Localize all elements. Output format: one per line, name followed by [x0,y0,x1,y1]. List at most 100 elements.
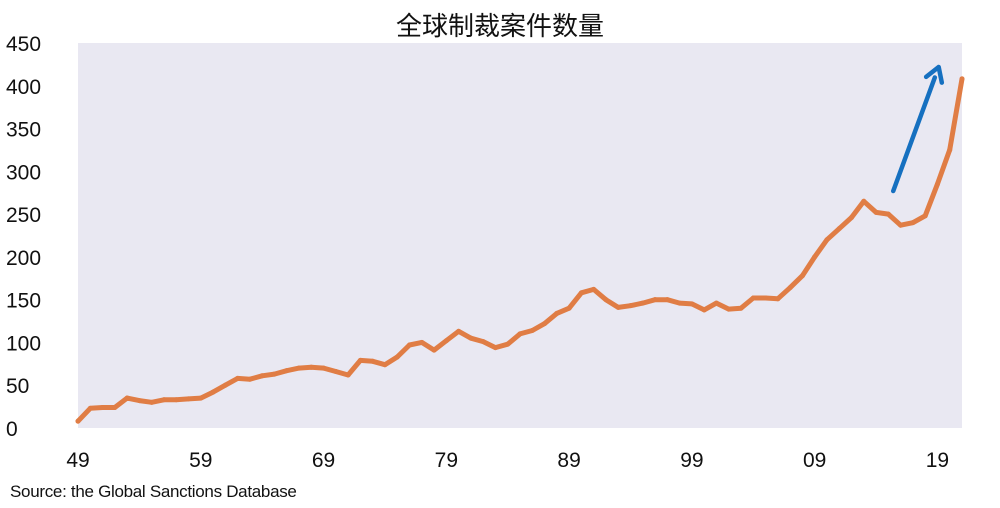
data-point [554,310,560,316]
data-point [566,305,572,311]
data-point [947,147,953,153]
data-point [456,328,462,334]
data-point [578,290,584,296]
data-point [492,345,498,351]
y-axis: 0 50 100 150 200 250 300 350 400 450 [6,33,41,441]
data-point [861,198,867,204]
y-tick-label: 350 [6,119,41,142]
data-point [664,297,670,303]
y-tick-label: 100 [6,332,41,355]
data-point [186,396,191,402]
data-point [222,382,228,388]
data-point [529,327,535,333]
data-point [407,342,412,348]
data-point [173,397,179,403]
data-point [640,300,646,306]
y-tick-label: 50 [6,375,29,398]
data-point [713,300,719,306]
data-point [898,222,904,228]
trend-arrow-shaft [890,75,938,194]
plot-area [78,43,962,428]
y-tick-label: 400 [6,76,41,99]
x-tick-label: 19 [926,449,949,472]
data-point [542,321,548,327]
data-point [836,226,842,232]
data-point [419,339,425,345]
y-tick-label: 300 [6,161,41,184]
data-point [259,373,265,379]
data-point [235,375,241,381]
data-point [136,398,142,404]
chart-title: 全球制裁案件数量 [395,12,604,42]
annotation-layer [890,64,945,194]
data-point [124,395,130,401]
x-tick-label: 79 [435,449,458,472]
x-tick-label: 59 [189,449,212,472]
data-point [812,254,818,260]
data-point [443,338,449,344]
x-axis: 49 59 69 79 89 99 09 19 [66,449,949,472]
data-point [210,389,216,395]
data-point [517,331,523,337]
data-point [701,307,707,313]
data-point [824,237,830,243]
data-point [308,364,314,370]
y-tick-label: 450 [6,33,41,56]
x-tick-label: 89 [557,449,580,472]
data-point [849,215,854,221]
x-tick-label: 09 [803,449,826,472]
line-chart: 0 50 100 150 200 250 300 350 400 450 49 59 69 79 89 99… [6,33,965,472]
y-tick-label: 150 [6,290,41,313]
series-layer [75,76,965,424]
data-point [161,397,167,403]
data-point [480,339,486,345]
data-point [959,76,965,82]
data-point [296,365,302,371]
data-point [333,369,339,375]
data-point [370,358,376,364]
data-point [934,181,940,187]
y-tick-label: 200 [6,247,41,270]
data-point [198,395,204,401]
data-point [247,376,253,382]
data-point [505,341,511,347]
data-point [763,295,769,301]
data-point [321,365,327,371]
data-point [873,209,879,215]
data-point [100,404,106,410]
data-point [382,362,388,368]
data-point [677,300,683,306]
data-point [75,418,81,424]
data-point [284,368,290,374]
data-point [775,296,781,302]
x-tick-label: 49 [66,449,89,472]
data-point [603,297,609,303]
data-point [394,354,400,360]
y-tick-label: 0 [6,418,18,441]
x-tick-label: 69 [312,449,335,472]
data-point [628,303,633,309]
data-point [468,335,474,341]
data-point [750,295,756,301]
source-note: Source: the Global Sanctions Database [10,482,297,501]
data-point [149,399,155,405]
x-tick-label: 99 [680,449,703,472]
data-point [87,405,93,411]
data-point [112,404,118,410]
data-point [738,305,744,311]
data-point [357,357,363,363]
trend-arrow-head [923,64,945,85]
data-point [345,372,351,378]
data-point [787,285,793,291]
data-point [652,297,658,303]
data-point [615,304,621,310]
y-tick-label: 250 [6,204,41,227]
data-point [922,213,928,219]
data-point [689,301,695,307]
data-point [726,306,732,312]
data-point [799,273,805,279]
data-point [885,211,891,217]
data-point [910,220,916,226]
data-point [591,286,597,292]
data-point [271,371,277,377]
